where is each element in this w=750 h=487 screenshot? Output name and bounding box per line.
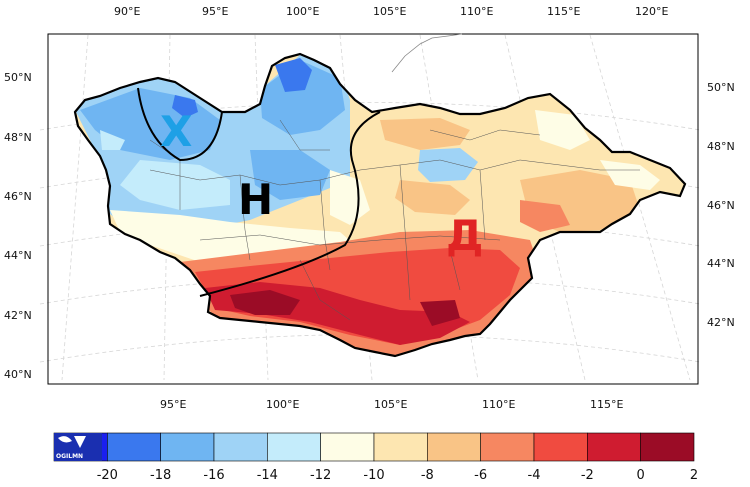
top-tick-label: 105°E	[373, 5, 406, 18]
institution-logo: OGILMN	[54, 433, 102, 461]
left-tick-labels: 50°N 48°N 46°N 44°N 42°N 40°N	[4, 71, 32, 381]
left-tick-label: 42°N	[4, 309, 32, 322]
colorbar-tick-label: -18	[150, 468, 171, 483]
right-tick-label: 50°N	[707, 81, 735, 94]
bottom-tick-label: 115°E	[590, 398, 623, 411]
left-tick-label: 46°N	[4, 190, 32, 203]
zone-label-h: Н	[238, 175, 273, 224]
colorbar-tick-label: -10	[363, 468, 384, 483]
left-tick-label: 50°N	[4, 71, 32, 84]
top-tick-labels: 90°E 95°E 100°E 105°E 110°E 115°E 120°E	[114, 5, 668, 18]
right-tick-label: 44°N	[707, 257, 735, 270]
zone-label-x: Х	[160, 107, 192, 156]
colorbar-tick-label: -6	[474, 468, 487, 483]
bottom-tick-label: 100°E	[266, 398, 299, 411]
colorbar-swatch	[320, 432, 375, 462]
zone-label-d: Д	[446, 211, 483, 260]
colorbar-swatch	[267, 432, 321, 462]
logo-text: OGILMN	[56, 453, 83, 460]
left-tick-label: 48°N	[4, 131, 32, 144]
left-tick-label: 44°N	[4, 249, 32, 262]
right-tick-label: 46°N	[707, 199, 735, 212]
right-tick-label: 42°N	[707, 316, 735, 329]
colorbar-swatch	[640, 432, 695, 462]
zone-boundaries	[137, 87, 381, 297]
right-tick-label: 48°N	[707, 140, 735, 153]
colorbar-tick-label: -8	[421, 468, 434, 483]
bottom-tick-label: 95°E	[160, 398, 186, 411]
top-tick-label: 115°E	[547, 5, 580, 18]
top-tick-label: 90°E	[114, 5, 140, 18]
top-tick-label: 100°E	[286, 5, 319, 18]
mongolia-border	[73, 52, 687, 358]
left-tick-label: 40°N	[4, 368, 32, 381]
colorbar-swatch	[373, 432, 428, 462]
colorbar-tick-label: -2	[581, 468, 594, 483]
top-tick-label: 95°E	[202, 5, 228, 18]
colorbar-swatch	[587, 432, 641, 462]
colorbar-swatch	[160, 432, 215, 462]
colorbar-tick-label: -14	[257, 468, 278, 483]
bottom-tick-label: 105°E	[374, 398, 407, 411]
colorbar-swatch	[427, 432, 481, 462]
colorbar-swatch	[480, 432, 535, 462]
temperature-field	[75, 54, 685, 356]
colorbar-tick-label: -12	[310, 468, 331, 483]
colorbar-tick-label: 2	[690, 468, 698, 483]
bottom-tick-label: 110°E	[482, 398, 515, 411]
top-tick-label: 110°E	[460, 5, 493, 18]
colorbar-labels: -20 -18 -16 -14 -12 -10 -8 -6 -4 -2 0 2	[97, 468, 698, 483]
top-tick-label: 120°E	[635, 5, 668, 18]
colorbar-swatch	[107, 432, 161, 462]
colorbar-tick-label: -16	[203, 468, 224, 483]
right-tick-labels: 50°N 48°N 46°N 44°N 42°N	[707, 81, 735, 329]
colorbar-swatch	[533, 432, 588, 462]
map-frame	[47, 33, 699, 385]
neighbor-border	[391, 33, 463, 73]
colorbar-tick-label: -4	[528, 468, 541, 483]
colorbar-tick-label: -20	[97, 468, 118, 483]
colorbar-swatch	[213, 432, 268, 462]
colorbar-tick-label: 0	[637, 468, 645, 483]
bottom-tick-labels: 95°E 100°E 105°E 110°E 115°E	[160, 398, 623, 411]
colorbar	[53, 432, 695, 462]
